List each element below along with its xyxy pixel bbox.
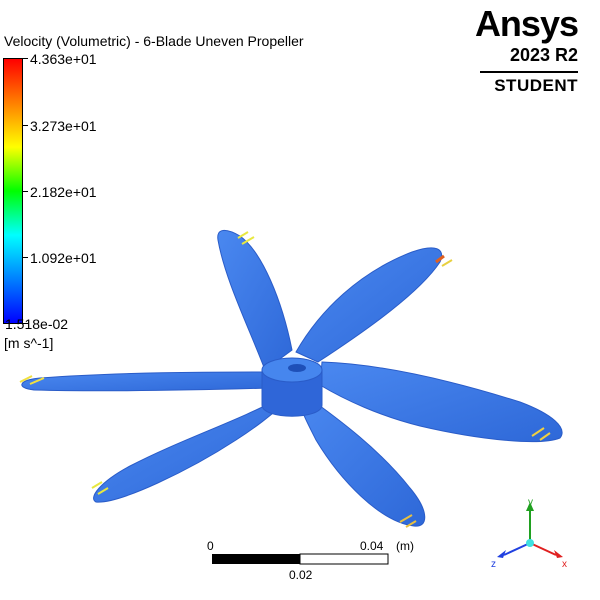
legend-max-label: 4.363e+01 [30,51,97,67]
legend-min-label: 1.518e-02 [5,316,69,332]
tip-velocity-highlights [19,231,551,528]
x-axis-label: x [562,559,567,570]
hub-bore [288,364,306,372]
scale-end-label: 0.04 [360,539,384,553]
z-axis-arrow [497,550,506,558]
scale-bar [212,553,389,565]
scale-start-label: 0 [207,539,214,553]
logo-version: 2023 R2 [509,45,578,65]
logo-divider [480,71,578,73]
legend-tick-label: 2.182e+01 [30,184,97,200]
y-axis-arrow [526,502,534,511]
x-axis-line [529,542,557,556]
propeller-blade [93,397,285,503]
propeller-hub [261,369,323,417]
legend-tick [23,191,28,192]
ansys-logo: Ansys 2023 R2 STUDENT [474,3,579,95]
axis-triad[interactable]: y x z [488,495,578,575]
scale-mid-label: 0.02 [289,568,313,582]
legend-tick [23,125,28,126]
logo-edition: STUDENT [494,76,578,95]
logo-brand: Ansys [474,3,579,44]
scale-unit-label: (m) [396,539,414,553]
propeller-blade [21,371,271,392]
z-axis-label: z [491,559,496,570]
propeller-blade [319,361,563,443]
propeller-model [19,230,563,528]
x-axis-arrow [554,550,563,558]
contour-title: Velocity (Volumetric) - 6-Blade Uneven P… [4,33,304,49]
propeller-blade [295,247,442,363]
propeller-blade [299,394,426,527]
legend-tick-label: 1.092e+01 [30,250,97,266]
z-axis-line [503,542,531,556]
triad-origin [526,539,534,547]
legend-units: [m s^-1] [4,335,54,351]
color-legend-bar [3,58,23,324]
legend-tick [23,58,28,59]
legend-tick [23,257,28,258]
y-axis-label: y [528,497,533,508]
legend-tick-label: 3.273e+01 [30,118,97,134]
propeller-blade [217,230,293,371]
legend-tick [23,323,28,324]
